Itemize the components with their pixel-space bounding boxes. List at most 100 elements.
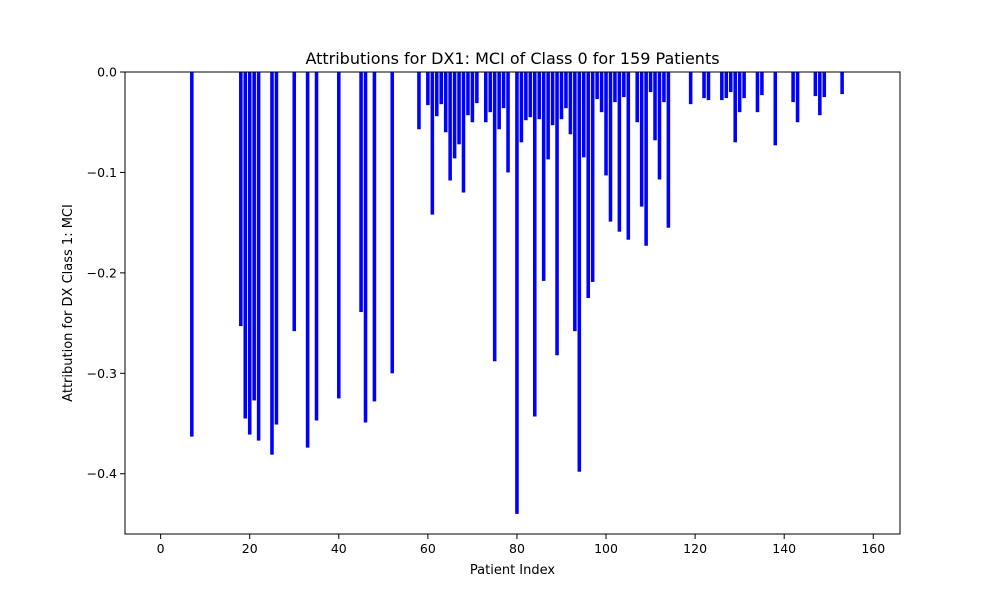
bar-patient-143	[795, 72, 800, 123]
bar-patient-87	[546, 72, 550, 160]
bar-patient-148	[818, 72, 822, 116]
bar-patient-147	[813, 72, 818, 97]
bar-patient-65	[448, 72, 452, 181]
bar-patient-119	[688, 72, 693, 105]
bar-patient-129	[733, 72, 737, 143]
bar-patient-153	[840, 72, 844, 95]
bar-patient-35	[314, 72, 319, 421]
bar-patient-26	[274, 72, 279, 425]
bar-patient-109	[644, 72, 648, 246]
x-tick-label: 20	[242, 541, 258, 556]
bar-patient-86	[541, 72, 546, 281]
bar-patient-58	[417, 72, 421, 130]
bar-patient-18	[239, 72, 243, 327]
bar-patient-67	[457, 72, 461, 145]
bar-patient-113	[662, 72, 666, 103]
bar-patient-110	[648, 72, 653, 93]
x-tick-label: 120	[683, 541, 707, 556]
x-tick-label: 40	[331, 541, 347, 556]
bar-patient-30	[292, 72, 297, 332]
bar-patient-82	[524, 72, 528, 121]
y-tick-label: −0.3	[87, 366, 117, 381]
bar-patient-149	[822, 72, 827, 98]
x-tick-label: 100	[594, 541, 618, 556]
bar-patient-33	[305, 72, 310, 448]
bar-patient-80	[515, 72, 519, 514]
bar-patient-91	[564, 72, 568, 109]
bar-patient-111	[653, 72, 657, 141]
bar-patient-71	[475, 72, 479, 104]
bar-patient-19	[243, 72, 248, 419]
bar-patient-100	[604, 72, 608, 176]
bar-patient-112	[657, 72, 662, 180]
x-tick-label: 0	[157, 541, 165, 556]
bar-patient-122	[702, 72, 706, 99]
y-axis-label: Attribution for DX Class 1: MCI	[61, 204, 76, 402]
bar-patient-74	[488, 72, 493, 113]
bar-patient-46	[363, 72, 368, 423]
plot-frame	[124, 71, 901, 535]
bar-patient-69	[466, 72, 470, 116]
bar-patient-96	[586, 72, 590, 298]
x-tick-label: 160	[861, 541, 885, 556]
bars-group	[190, 72, 844, 514]
bar-patient-135	[760, 72, 764, 96]
bar-patient-75	[492, 72, 497, 362]
bar-patient-130	[737, 72, 742, 113]
bar-patient-64	[443, 72, 448, 133]
y-tick-label: −0.4	[87, 466, 117, 481]
bar-patient-101	[608, 72, 613, 222]
bar-patient-20	[247, 72, 252, 435]
bar-patient-128	[728, 72, 733, 93]
bar-patient-92	[568, 72, 573, 135]
bar-patient-103	[617, 72, 622, 232]
bar-patient-66	[452, 72, 457, 159]
y-tick-label: −0.1	[87, 165, 117, 180]
bar-patient-134	[755, 72, 760, 113]
bar-patient-98	[595, 72, 599, 100]
x-tick-label: 80	[509, 541, 525, 556]
bar-patient-99	[599, 72, 604, 113]
x-axis-label: Patient Index	[470, 563, 555, 578]
bar-patient-45	[359, 72, 363, 313]
bar-patient-85	[537, 72, 541, 120]
x-tick-label: 140	[772, 541, 796, 556]
bar-patient-48	[372, 72, 377, 402]
x-axis-ticks: 0 20 40 60 80 100 120 140 160	[157, 534, 885, 556]
bar-patient-93	[573, 72, 577, 332]
bar-patient-76	[497, 72, 501, 130]
bar-patient-94	[577, 72, 582, 472]
y-axis-ticks: 0.0 −0.1 −0.2 −0.3 −0.4	[87, 65, 125, 481]
bar-patient-77	[501, 72, 506, 109]
bar-patient-22	[256, 72, 261, 441]
bar-patient-25	[270, 72, 274, 455]
bar-patient-123	[706, 72, 711, 101]
bar-patient-95	[581, 72, 586, 158]
bar-patient-73	[483, 72, 488, 123]
y-tick-label: −0.2	[87, 265, 117, 280]
bar-patient-90	[559, 72, 564, 120]
bar-patient-105	[626, 72, 631, 240]
bar-patient-127	[724, 72, 729, 99]
bar-patient-63	[439, 72, 444, 105]
bar-patient-89	[555, 72, 559, 356]
bar-patient-114	[666, 72, 671, 228]
bar-patient-7	[190, 72, 194, 437]
bar-patient-40	[337, 72, 341, 399]
bar-patient-138	[773, 72, 778, 146]
y-tick-label: 0.0	[97, 65, 117, 80]
bar-patient-70	[470, 72, 475, 123]
bar-patient-131	[742, 72, 746, 99]
bar-patient-52	[390, 72, 395, 374]
bar-patient-84	[532, 72, 537, 417]
bar-patient-142	[791, 72, 795, 103]
bar-patient-108	[639, 72, 644, 207]
bar-patient-81	[519, 72, 524, 143]
bar-patient-107	[635, 72, 639, 123]
bar-patient-126	[720, 72, 724, 101]
bar-patient-97	[590, 72, 595, 282]
bar-patient-102	[613, 72, 617, 103]
bar-patient-21	[252, 72, 256, 401]
bar-patient-83	[528, 72, 533, 118]
